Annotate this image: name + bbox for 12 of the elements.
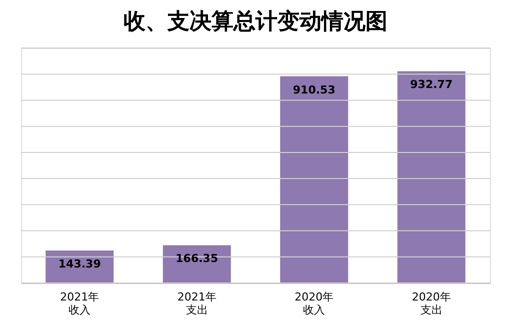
bar [280,76,348,283]
data-label: 143.39 [58,257,101,270]
bar [397,71,466,283]
bar [162,245,231,283]
x-tick-label: 2021年收入 [60,290,100,316]
data-label: 166.35 [176,252,218,266]
x-tick-label: 2020年收入 [294,290,334,316]
x-tick-label: 2021年支出 [177,290,216,316]
data-label: 910.53 [292,83,336,96]
x-tick-label: 2020年支出 [412,290,451,316]
data-label: 932.77 [410,78,453,92]
chart-title: 收、支决算总计变动情况图 [124,8,388,34]
